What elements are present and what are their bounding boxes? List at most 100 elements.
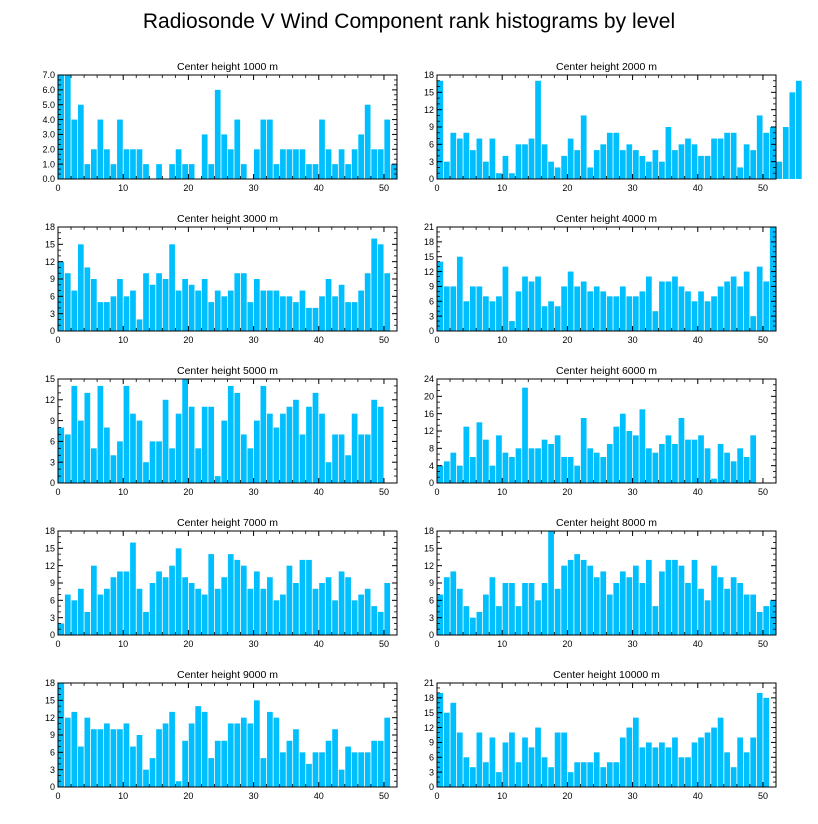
histogram-bar: [613, 583, 620, 635]
histogram-bar: [522, 737, 528, 787]
histogram-bar: [188, 406, 195, 483]
y-tick-label: 12: [45, 713, 55, 723]
histogram-bar: [319, 413, 325, 483]
histogram-bar: [795, 80, 802, 179]
histogram-bar: [71, 711, 78, 787]
histogram-bar: [535, 80, 541, 179]
histogram-bar: [104, 149, 110, 179]
histogram-bar: [286, 740, 293, 787]
histogram-bar: [450, 132, 457, 179]
histogram-bar: [221, 420, 228, 483]
histogram-bar: [685, 439, 691, 483]
histogram-bar: [227, 723, 234, 787]
histogram-bar: [698, 291, 704, 331]
histogram-bar: [195, 706, 202, 787]
histogram-bar: [515, 448, 522, 483]
histogram-panel: Center height 6000 m 0 4 8 12 16 20 24 0 10 20 30 40…: [424, 365, 777, 497]
histogram-bar: [541, 757, 548, 787]
y-tick-label: 9: [50, 416, 55, 426]
histogram-bar: [182, 379, 188, 483]
x-tick-label: 40: [693, 487, 703, 497]
histogram-bar: [678, 757, 685, 787]
histogram-bar: [646, 448, 652, 483]
histogram-bar: [580, 281, 587, 331]
histogram-bar: [717, 286, 724, 331]
histogram-bar: [371, 238, 378, 331]
histogram-bar: [338, 434, 345, 483]
histogram-bar: [351, 413, 358, 483]
x-tick-label: 10: [497, 183, 507, 193]
histogram-bar: [188, 723, 195, 787]
histogram-bar: [267, 119, 273, 179]
y-tick-label: 9: [429, 738, 434, 748]
histogram-bar: [345, 455, 351, 483]
histogram-bar: [456, 732, 463, 787]
histogram-bar: [188, 164, 195, 179]
histogram-bar: [574, 150, 581, 179]
histogram-bar: [97, 302, 104, 331]
histogram-bar: [463, 132, 470, 179]
page-title: Radiosonde V Wind Component rank histogr…: [142, 10, 676, 33]
histogram-bar: [522, 144, 528, 179]
histogram-bar: [64, 717, 71, 787]
histogram-bar: [639, 291, 646, 331]
histogram-bar: [306, 307, 312, 331]
histogram-panel: Center height 3000 m 0 3 6 9 12 15 18 0 10 20 30 40 5…: [45, 213, 398, 345]
histogram-bar: [567, 559, 574, 635]
histogram-bar: [528, 138, 535, 179]
x-tick-label: 20: [183, 335, 193, 345]
histogram-bar: [652, 606, 659, 635]
histogram-bar: [162, 577, 169, 635]
histogram-bar: [123, 149, 130, 179]
histogram-bar: [273, 600, 280, 635]
y-tick-label: 9: [429, 122, 434, 132]
histogram-bar: [509, 173, 515, 179]
histogram-bar: [456, 138, 463, 179]
histogram-bar: [730, 276, 737, 331]
histogram-bar: [136, 319, 143, 331]
histogram-bar: [71, 385, 78, 483]
histogram-bar: [561, 457, 567, 483]
histogram-bar: [509, 457, 515, 483]
histogram-bar: [763, 132, 770, 179]
histogram-bar: [619, 286, 626, 331]
histogram-bar: [214, 588, 221, 635]
histogram-bar: [273, 164, 280, 179]
histogram-bar: [175, 290, 182, 331]
histogram-bar: [130, 542, 136, 635]
histogram-bar: [606, 296, 613, 331]
histogram-bar: [195, 448, 202, 483]
histogram-bar: [678, 144, 685, 179]
histogram-bar: [390, 164, 397, 179]
histogram-bar: [600, 457, 607, 483]
histogram-bar: [665, 435, 672, 483]
histogram-bar: [325, 279, 332, 331]
y-tick-label: 15: [45, 544, 55, 554]
histogram-bar: [463, 606, 470, 635]
histogram-bar: [548, 444, 554, 483]
histogram-bar: [280, 149, 286, 179]
histogram-bar: [169, 448, 175, 483]
y-tick-label: 0: [50, 630, 55, 640]
histogram-bar: [358, 434, 364, 483]
y-tick-label: 18: [424, 70, 434, 80]
x-tick-label: 0: [434, 335, 439, 345]
y-tick-label: 20: [424, 392, 434, 402]
histogram-bar: [483, 296, 489, 331]
histogram-bar: [483, 161, 489, 179]
histogram-bar: [143, 769, 149, 787]
histogram-bar: [253, 279, 260, 331]
y-tick-label: 6: [429, 596, 434, 606]
histogram-panel: Center height 2000 m 0 3 6 9 12 15 18 0 10 20 30 40 5…: [424, 61, 802, 193]
histogram-bar: [587, 762, 594, 787]
histogram-bar: [312, 164, 319, 179]
histogram-bar: [253, 149, 260, 179]
histogram-bar: [600, 571, 607, 635]
histogram-bar: [619, 150, 626, 179]
x-tick-label: 40: [314, 335, 324, 345]
histogram-bar: [162, 279, 169, 331]
histogram-bar: [548, 161, 554, 179]
histogram-bar: [626, 144, 633, 179]
histogram-bar: [97, 594, 104, 635]
